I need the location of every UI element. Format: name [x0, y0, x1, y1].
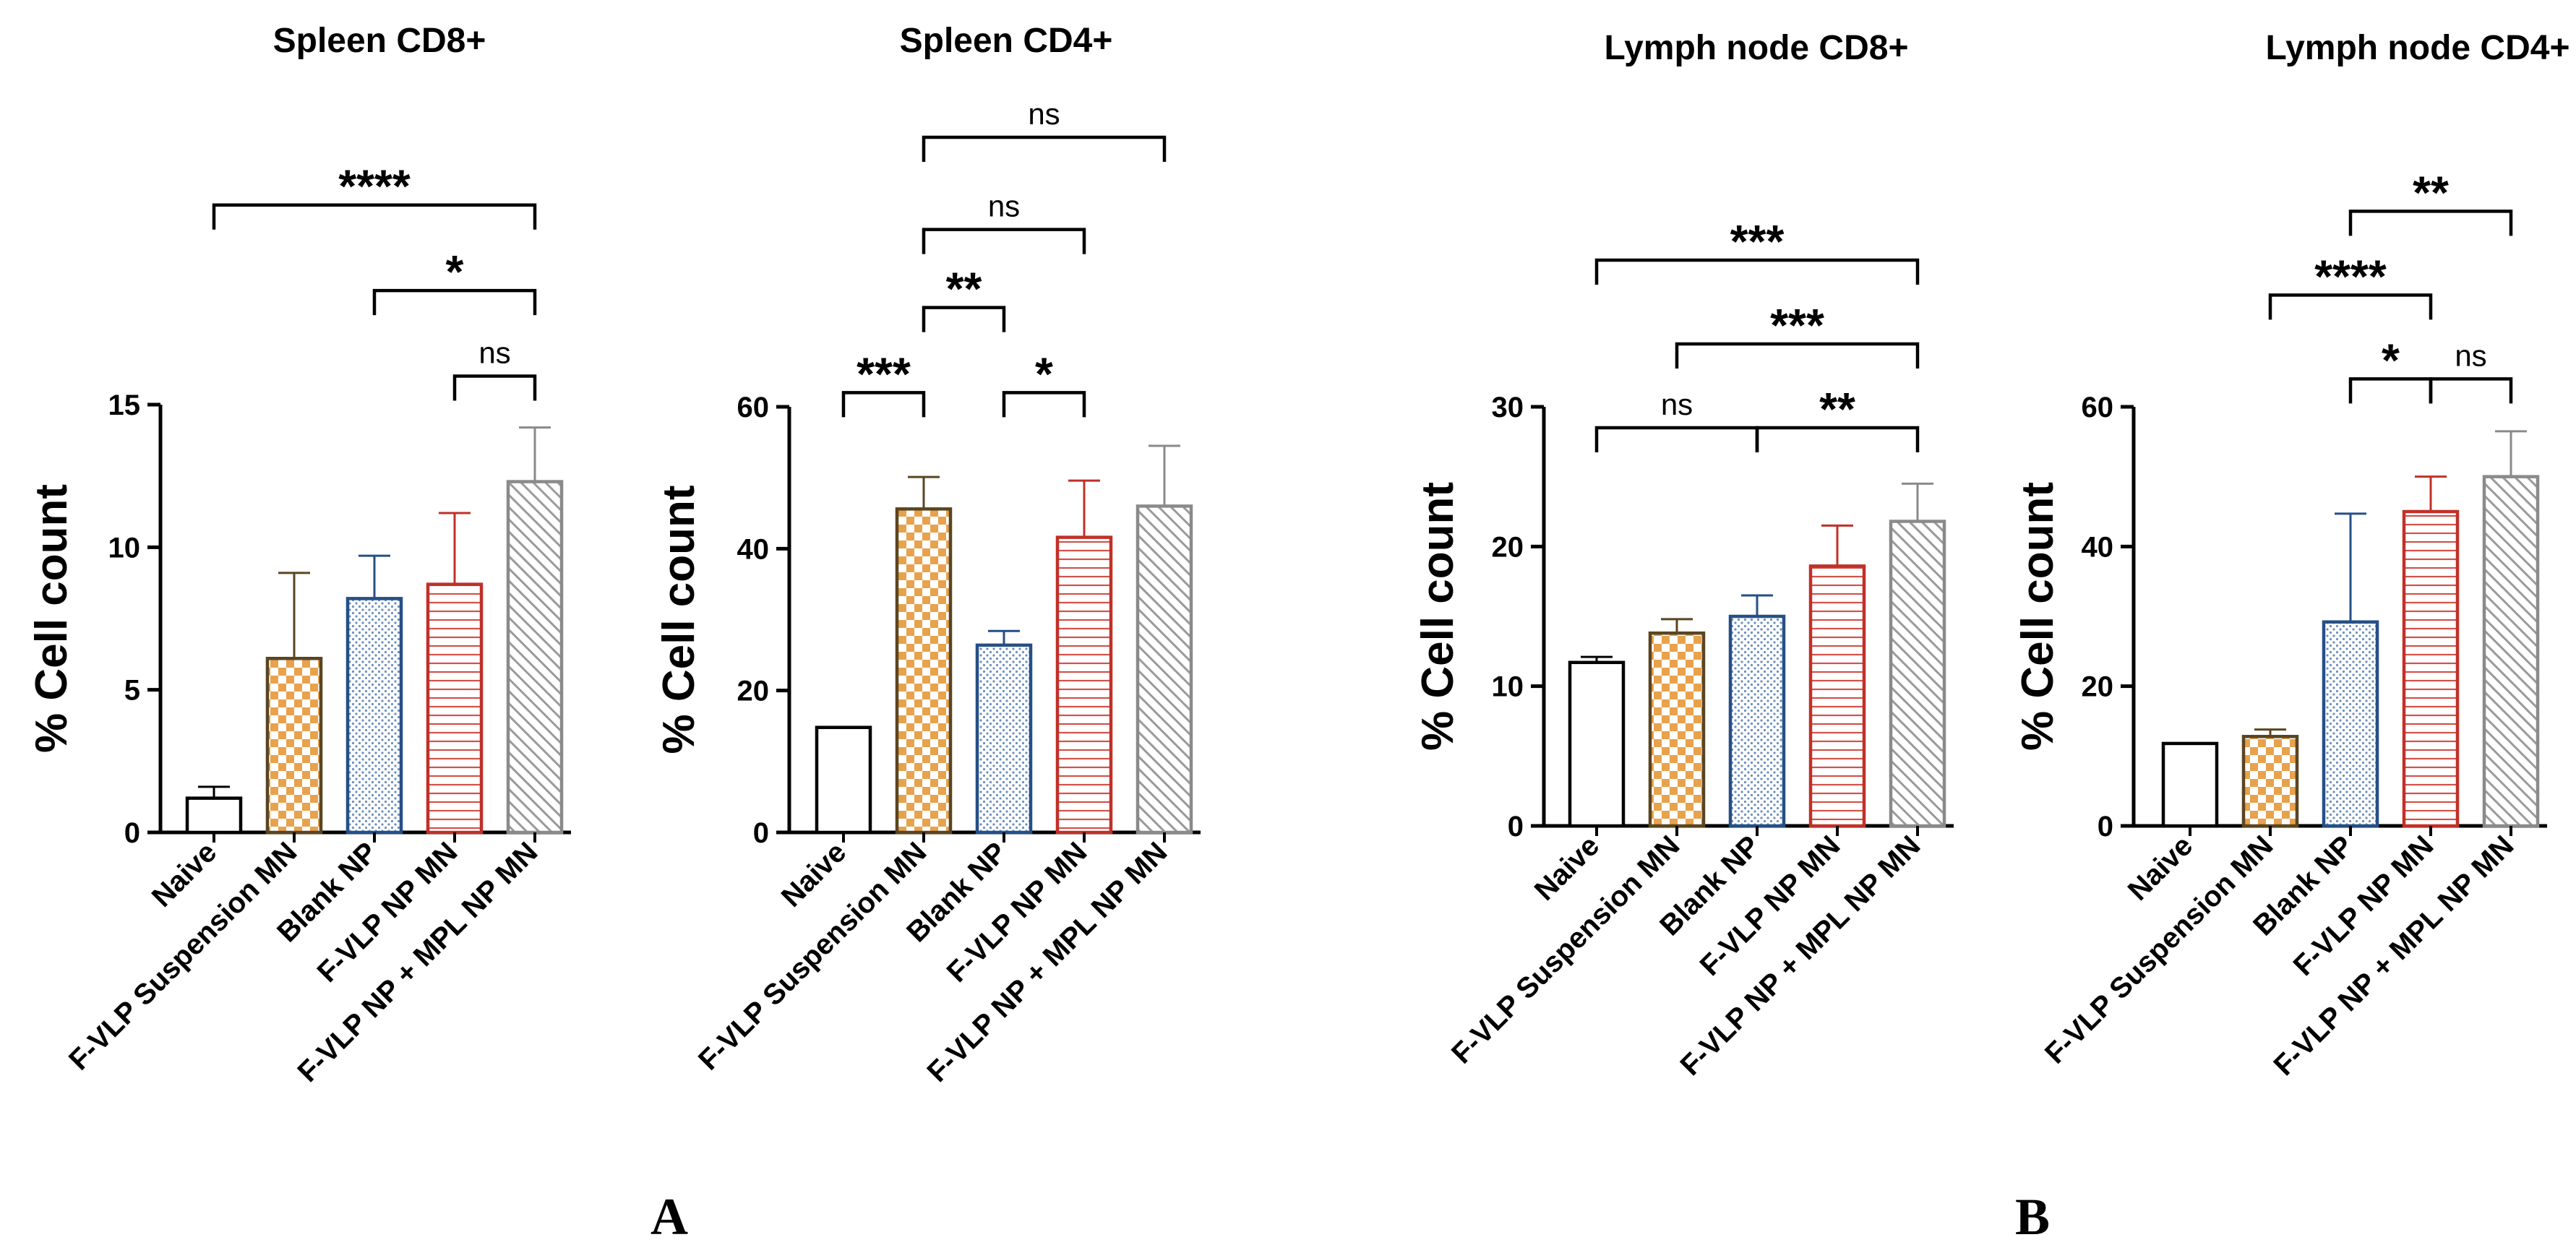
significance-label: ns [1028, 97, 1060, 131]
significance-label: * [2382, 334, 2400, 386]
significance-bracket [452, 374, 537, 401]
chart-spleen-cd8: Spleen CD8+ % Cell count 0 5 10 15 Naive F-VLP … [27, 22, 571, 1088]
y-tick-label: 0 [124, 817, 140, 849]
panel-label-b: B [2015, 1188, 2050, 1246]
chart-title: Spleen CD8+ [273, 22, 486, 60]
significance-label: ** [2413, 166, 2449, 218]
bar-blank [975, 643, 1033, 835]
bar-mpl [506, 480, 564, 835]
panel-label-a: A [651, 1188, 688, 1246]
y-axis-label: % Cell count [27, 484, 77, 753]
bar-susp [265, 657, 323, 835]
significance-label: *** [1730, 215, 1785, 267]
category-label: Naive [146, 836, 223, 913]
category-label: F-VLP NP MN [2288, 830, 2440, 982]
significance-label: ns [2455, 338, 2486, 372]
y-tick-label: 40 [2082, 531, 2114, 563]
category-label: F-VLP NP MN [941, 836, 1094, 988]
y-tick-label: 60 [737, 392, 770, 423]
significance-bracket [2348, 210, 2513, 236]
bar-mpl [1889, 520, 1946, 828]
y-tick-label: 0 [1508, 811, 1524, 843]
y-axis-label: % Cell count [1413, 482, 1463, 751]
significance-bracket [212, 203, 537, 230]
y-tick-label: 60 [2082, 392, 2114, 423]
chart-title: Lymph node CD8+ [1605, 29, 1909, 67]
bar-fvlp [1808, 564, 1866, 828]
bar-fvlp [2402, 509, 2460, 828]
bar-blank [345, 597, 403, 835]
significance-label: *** [1770, 299, 1824, 351]
significance-label: ns [988, 189, 1020, 223]
significance-bracket [1594, 258, 1920, 285]
chart-spleen-cd4: Spleen CD4+ % Cell count 0 20 40 60 Naive F-VLP… [654, 22, 1201, 1088]
significance-bracket [1675, 342, 1920, 369]
y-tick-label: 0 [753, 817, 769, 849]
y-tick-label: 20 [737, 676, 770, 707]
bar-mpl [1135, 504, 1193, 835]
bar-naive [185, 796, 243, 835]
significance-label: ns [478, 336, 510, 370]
significance-bracket [1755, 426, 1920, 452]
category-label: F-VLP NP MN [312, 836, 464, 988]
chart-lymph-node-cd4: Lymph node CD4+ % Cell count 0 20 40 60 Naive F… [2013, 29, 2569, 1082]
significance-bracket [922, 228, 1086, 254]
significance-bracket [1002, 391, 1086, 418]
chart-lymph-node-cd8: Lymph node CD8+ % Cell count 0 10 20 30 Naive F… [1413, 29, 1954, 1082]
bar-fvlp [426, 582, 484, 835]
category-label: Naive [1529, 830, 1606, 907]
bar-naive [1568, 660, 1626, 828]
significance-bracket [922, 306, 1006, 332]
significance-label: ** [946, 263, 982, 315]
y-tick-label: 10 [108, 532, 141, 564]
significance-label: * [446, 246, 464, 298]
bar-blank [2322, 620, 2379, 828]
y-axis-label: % Cell count [2013, 482, 2063, 751]
y-tick-label: 20 [1492, 531, 1524, 563]
bar-susp [895, 507, 953, 835]
bar-blank [1728, 614, 1786, 828]
significance-label: **** [338, 160, 411, 212]
bar-susp [2241, 735, 2299, 828]
significance-bracket [372, 288, 537, 316]
significance-bracket [922, 135, 1167, 162]
y-tick-label: 30 [1492, 392, 1524, 423]
y-tick-label: 20 [2082, 671, 2114, 703]
y-tick-label: 40 [737, 533, 770, 565]
significance-bracket [1594, 426, 1759, 452]
chart-title: Lymph node CD4+ [2266, 29, 2570, 67]
bar-mpl [2482, 475, 2540, 828]
significance-label: *** [856, 348, 911, 400]
y-tick-label: 0 [2098, 811, 2113, 843]
significance-bracket [2429, 377, 2513, 404]
bar-naive [2161, 741, 2219, 828]
category-label: Naive [776, 836, 853, 913]
category-label: F-VLP NP MN [1694, 830, 1847, 982]
significance-bracket [2268, 293, 2433, 320]
significance-bracket [841, 391, 926, 418]
y-axis-label: % Cell count [654, 485, 704, 754]
chart-title: Spleen CD4+ [900, 22, 1113, 60]
y-tick-label: 10 [1492, 671, 1524, 703]
significance-label: **** [2314, 250, 2387, 302]
category-label: Naive [2122, 830, 2199, 907]
bar-naive [815, 725, 872, 835]
significance-label: ** [1819, 383, 1855, 435]
significance-label: * [1035, 348, 1053, 400]
y-tick-label: 15 [108, 389, 141, 421]
bar-susp [1648, 631, 1706, 828]
bar-fvlp [1055, 535, 1113, 835]
significance-label: ns [1661, 387, 1693, 421]
y-tick-label: 5 [124, 675, 140, 707]
